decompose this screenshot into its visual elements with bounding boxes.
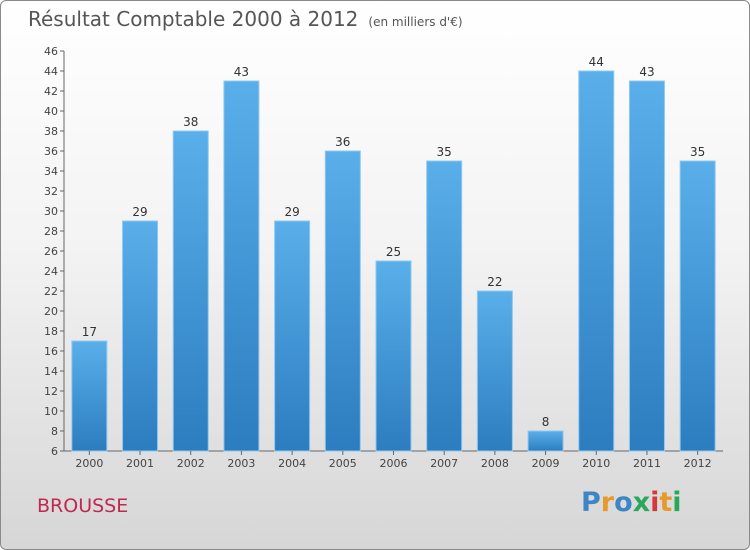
- x-tick-label: 2008: [481, 457, 509, 470]
- x-tick-label: 2006: [380, 457, 408, 470]
- y-tick-label: 46: [44, 45, 58, 58]
- y-tick-label: 32: [44, 185, 58, 198]
- x-tick-label: 2003: [227, 457, 255, 470]
- y-tick-label: 16: [44, 345, 58, 358]
- bar-2012: [679, 160, 716, 452]
- bar-2010: [578, 70, 615, 452]
- bar-2003: [223, 80, 260, 452]
- proxiti-logo: Proxiti: [581, 487, 682, 518]
- title-text: Résultat Comptable 2000 à 2012: [28, 7, 359, 31]
- y-tick-label: 30: [44, 205, 58, 218]
- x-tick-label: 2010: [582, 457, 610, 470]
- bar-value-label: 38: [183, 115, 198, 129]
- y-tick-label: 42: [44, 85, 58, 98]
- y-tick-label: 18: [44, 325, 58, 338]
- bar-value-label: 29: [132, 205, 147, 219]
- y-tick-label: 8: [51, 425, 58, 438]
- bar-value-label: 43: [234, 65, 249, 79]
- y-tick-label: 40: [44, 105, 58, 118]
- bar-2011: [628, 80, 665, 452]
- bar-2006: [375, 260, 412, 452]
- bar-2000: [71, 340, 108, 452]
- bar-value-label: 25: [386, 245, 401, 259]
- x-tick-label: 2007: [430, 457, 458, 470]
- x-tick-label: 2002: [177, 457, 205, 470]
- y-tick-label: 38: [44, 125, 58, 138]
- y-tick-label: 12: [44, 385, 58, 398]
- y-tick-label: 20: [44, 305, 58, 318]
- x-tick-label: 2005: [329, 457, 357, 470]
- bar-value-label: 8: [542, 415, 550, 429]
- x-tick-label: 2000: [75, 457, 103, 470]
- y-tick-label: 28: [44, 225, 58, 238]
- x-tick-label: 2012: [684, 457, 712, 470]
- bar-value-label: 22: [487, 275, 502, 289]
- bar-2004: [274, 220, 311, 452]
- x-tick-label: 2004: [278, 457, 306, 470]
- bar-value-label: 29: [284, 205, 299, 219]
- y-tick-label: 10: [44, 405, 58, 418]
- logo-letter: t: [659, 487, 673, 518]
- y-tick-label: 34: [44, 165, 58, 178]
- y-tick-label: 22: [44, 285, 58, 298]
- bar-2001: [122, 220, 159, 452]
- bar-value-label: 36: [335, 135, 350, 149]
- commune-name: BROUSSE: [37, 495, 129, 517]
- x-tick-label: 2009: [532, 457, 560, 470]
- bar-2007: [426, 160, 463, 452]
- logo-letter: i: [672, 487, 682, 518]
- y-tick-label: 26: [44, 245, 58, 258]
- y-tick-label: 14: [44, 365, 58, 378]
- bar-2008: [476, 290, 513, 452]
- unit-label: (en milliers d'€): [368, 15, 463, 29]
- logo-letter: x: [632, 487, 651, 518]
- y-tick-label: 44: [44, 65, 58, 78]
- chart-title: Résultat Comptable 2000 à 2012 (en millie…: [28, 7, 463, 31]
- bar-2009: [527, 430, 564, 452]
- logo-letter: i: [650, 487, 660, 518]
- bar-2002: [172, 130, 209, 452]
- logo-letter: r: [600, 487, 615, 518]
- bar-value-label: 43: [639, 65, 654, 79]
- x-tick-label: 2001: [126, 457, 154, 470]
- x-tick-label: 2011: [633, 457, 661, 470]
- bar-value-label: 35: [437, 145, 452, 159]
- bar-value-label: 17: [82, 325, 97, 339]
- logo-letter: P: [581, 487, 601, 518]
- y-tick-label: 24: [44, 265, 58, 278]
- bar-2005: [324, 150, 361, 452]
- bar-value-label: 44: [589, 55, 604, 69]
- logo-letter: o: [614, 487, 633, 518]
- y-tick-label: 36: [44, 145, 58, 158]
- bar-value-label: 35: [690, 145, 705, 159]
- y-tick-label: 6: [51, 445, 58, 458]
